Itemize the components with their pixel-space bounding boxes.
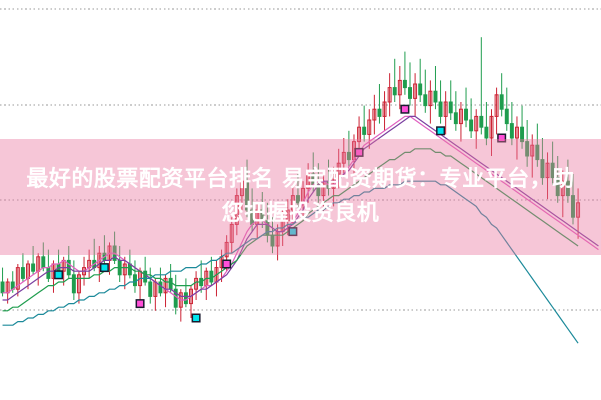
promo-headline: 最好的股票配资平台排名 易宝配资期货：专业平台，助您把握投资良机 — [26, 166, 575, 226]
promo-banner: 最好的股票配资平台排名 易宝配资期货：专业平台，助您把握投资良机 — [0, 139, 601, 255]
signal-markers — [54, 104, 507, 323]
